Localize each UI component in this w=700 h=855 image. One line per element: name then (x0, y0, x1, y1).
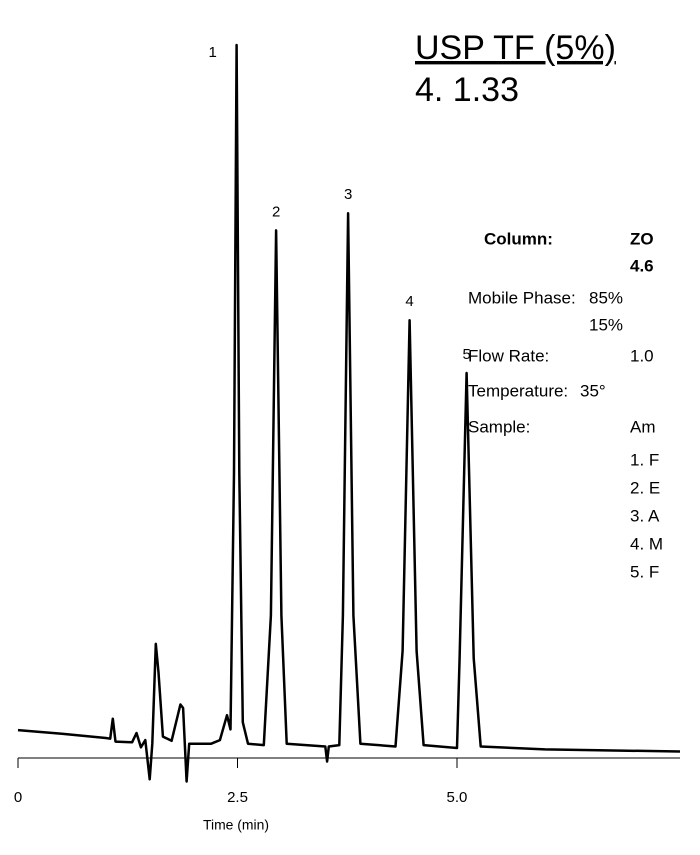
condition-value: 15% (589, 315, 623, 334)
x-tick-label: 0 (14, 789, 22, 806)
peak-label: 2 (272, 203, 280, 220)
x-tick-label: 5.0 (447, 789, 468, 806)
condition-value: 2. E (630, 478, 660, 497)
condition-value: 5. F (630, 562, 659, 581)
x-axis-label: Time (min) (203, 817, 269, 833)
condition-value: 35° (580, 381, 606, 400)
condition-value: 1.0 (630, 346, 654, 365)
condition-value: 4. M (630, 534, 663, 553)
condition-value: 3. A (630, 506, 660, 525)
trace (17, 43, 681, 783)
condition-value: 85% (589, 288, 623, 307)
x-tick-label: 2.5 (227, 789, 248, 806)
condition-value: ZO (630, 229, 654, 248)
condition-label: Column: (484, 229, 553, 248)
peak-label: 4 (405, 293, 413, 310)
header-result: 4. 1.33 (415, 71, 519, 109)
peak-label: 3 (344, 186, 352, 203)
condition-value: 1. F (630, 450, 659, 469)
condition-label: Mobile Phase: (468, 288, 576, 307)
condition-label: Temperature: (468, 381, 568, 400)
condition-value: Am (630, 417, 656, 436)
condition-value: 4.6 (630, 256, 654, 275)
condition-label: Flow Rate: (468, 346, 549, 365)
peak-label: 1 (208, 44, 216, 61)
condition-label: Sample: (468, 417, 530, 436)
peak-label: 5 (462, 346, 470, 363)
header-title: USP TF (5%) (415, 29, 616, 67)
